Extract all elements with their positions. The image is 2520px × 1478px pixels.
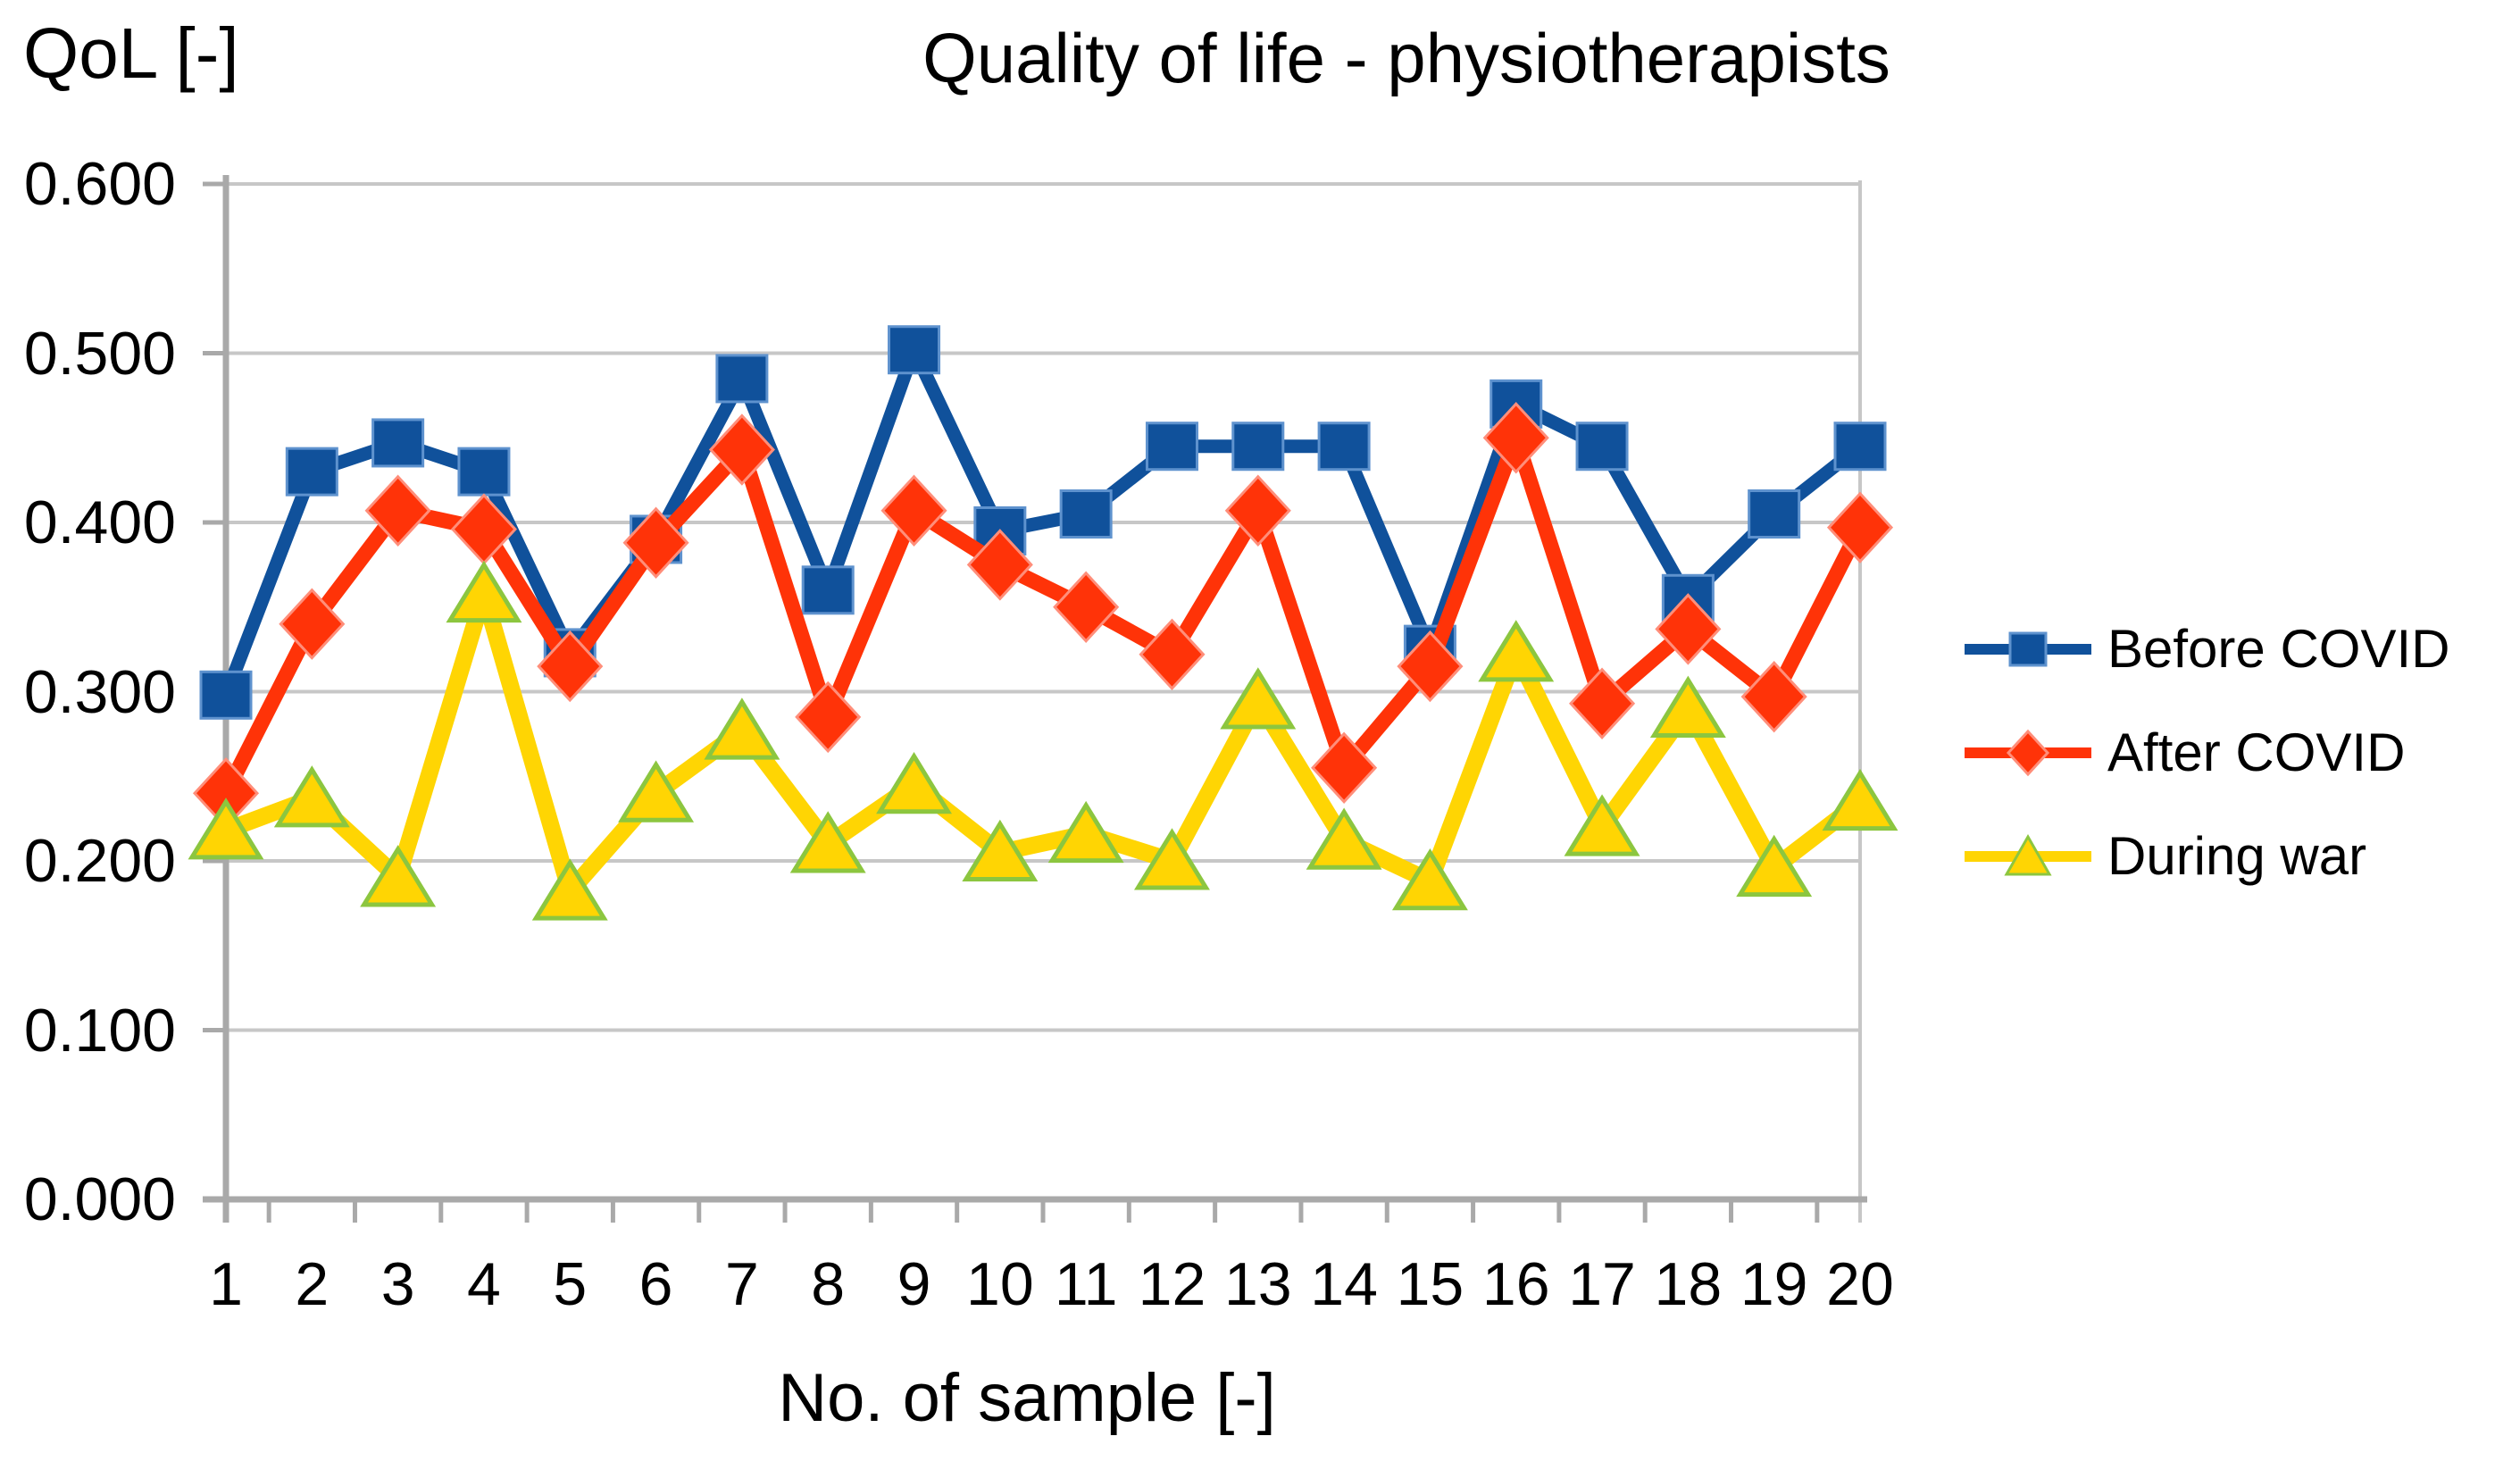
data-point-diamond: [1311, 731, 1378, 804]
chart-title: Quality of life - physiotherapists: [922, 19, 1890, 97]
data-point-square: [457, 447, 511, 497]
x-tick-label: 16: [1481, 1250, 1550, 1318]
y-tick-label: 0.400: [23, 488, 176, 556]
legend-label: Before COVID: [2107, 619, 2450, 679]
data-point-square: [1059, 489, 1113, 539]
data-point-diamond: [1139, 618, 1206, 691]
data-point-triangle: [876, 751, 952, 814]
legend-item-during-war: During war: [1961, 825, 2449, 888]
data-point-triangle: [1478, 620, 1555, 682]
data-point-square: [715, 354, 769, 404]
data-point-diamond: [1740, 660, 1807, 733]
data-point-triangle: [446, 560, 522, 623]
x-tick-label: 17: [1568, 1250, 1636, 1318]
x-tick-label: 11: [1054, 1250, 1118, 1318]
data-point-triangle: [1649, 675, 1726, 738]
data-point-diamond: [880, 474, 947, 547]
data-point-square: [1575, 422, 1629, 472]
data-point-diamond: [1224, 474, 1291, 547]
x-tick-label: 20: [1826, 1250, 1894, 1318]
data-point-triangle: [273, 765, 350, 828]
data-point-diamond: [364, 474, 431, 547]
data-point-square: [801, 565, 855, 615]
y-tick-label: 0.000: [23, 1165, 176, 1233]
data-point-diamond: [966, 529, 1033, 601]
data-point-triangle: [1306, 807, 1382, 870]
data-point-triangle: [531, 858, 608, 921]
data-point-diamond: [279, 588, 346, 660]
data-point-diamond: [1053, 571, 1120, 643]
data-point-square: [285, 447, 338, 497]
data-point-square: [199, 670, 253, 720]
legend-item-before-covid: Before COVID: [1961, 618, 2449, 681]
x-tick-label: 7: [724, 1250, 759, 1318]
x-tick-label: 14: [1310, 1250, 1378, 1318]
legend-swatch-diamond-icon: [1965, 729, 2091, 777]
data-point-triangle: [789, 811, 866, 873]
series-line-during-war: [222, 585, 1865, 900]
data-point-triangle: [618, 760, 695, 823]
data-point-diamond: [1397, 630, 1464, 703]
data-point-triangle: [1391, 848, 1468, 911]
data-point-triangle: [1564, 794, 1640, 856]
data-point-square: [1748, 489, 1801, 539]
data-point-triangle: [1134, 828, 1210, 890]
data-point-triangle: [188, 797, 264, 860]
data-point-triangle: [704, 697, 780, 760]
y-tick-label: 0.600: [23, 150, 176, 218]
data-point-triangle: [1822, 768, 1898, 831]
data-point-square: [1145, 422, 1198, 472]
x-tick-label: 5: [553, 1250, 588, 1318]
data-point-diamond: [537, 630, 604, 703]
legend-swatch-triangle-icon: [1965, 833, 2091, 876]
legend-label: During war: [2107, 826, 2367, 886]
y-tick-label: 0.500: [23, 319, 176, 388]
x-tick-label: 10: [966, 1250, 1034, 1318]
data-point-square: [1833, 422, 1887, 472]
x-tick-label: 3: [380, 1250, 415, 1318]
x-tick-label: 8: [811, 1250, 846, 1318]
data-point-square: [1317, 422, 1371, 472]
y-axis-title: QoL [-]: [23, 13, 239, 93]
x-tick-label: 13: [1223, 1250, 1292, 1318]
x-tick-label: 9: [897, 1250, 931, 1318]
data-point-diamond: [1482, 402, 1549, 474]
data-point-diamond: [622, 506, 689, 579]
legend: Before COVID After COVID During war: [1961, 618, 2449, 888]
diamond-marker-icon: [2006, 729, 2050, 777]
y-tick-label: 0.300: [23, 657, 176, 726]
data-point-triangle: [360, 845, 437, 907]
x-tick-label: 19: [1740, 1250, 1808, 1318]
data-point-triangle: [962, 819, 1039, 882]
data-point-diamond: [795, 681, 862, 754]
x-tick-label: 1: [209, 1250, 243, 1318]
x-tick-label: 6: [638, 1250, 673, 1318]
legend-item-after-covid: After COVID: [1961, 722, 2449, 784]
x-tick-label: 2: [295, 1250, 330, 1318]
data-point-triangle: [1220, 667, 1297, 730]
x-tick-label: 15: [1396, 1250, 1464, 1318]
data-point-square: [371, 418, 425, 468]
data-point-diamond: [708, 413, 775, 486]
x-tick-label: 18: [1654, 1250, 1723, 1318]
x-tick-label: 4: [467, 1250, 501, 1318]
data-point-triangle: [1047, 800, 1124, 864]
y-tick-label: 0.100: [23, 996, 176, 1065]
data-point-diamond: [1569, 667, 1636, 739]
data-point-square: [888, 325, 941, 375]
y-tick-label: 0.200: [23, 827, 176, 895]
series-line-after-covid: [219, 430, 1867, 797]
square-marker-icon: [2008, 631, 2048, 667]
legend-swatch-square-icon: [1965, 631, 2091, 667]
x-axis-title: No. of sample [-]: [778, 1360, 1276, 1436]
data-point-diamond: [1826, 491, 1894, 564]
x-tick-label: 12: [1138, 1250, 1206, 1318]
legend-label: After COVID: [2107, 722, 2406, 782]
data-point-triangle: [1736, 834, 1813, 898]
data-point-diamond: [1655, 593, 1722, 665]
data-point-square: [1231, 422, 1285, 472]
triangle-marker-icon: [2004, 833, 2052, 876]
